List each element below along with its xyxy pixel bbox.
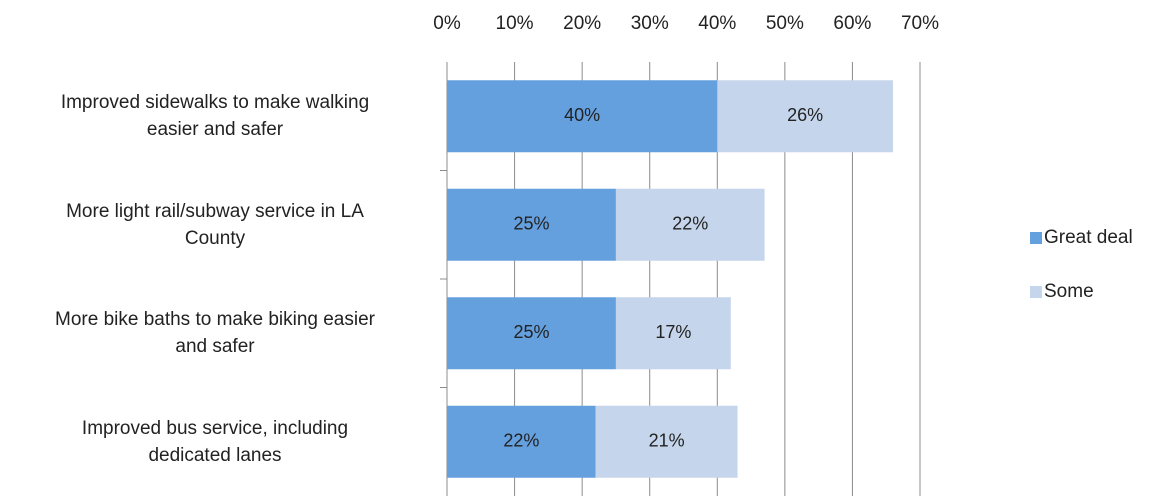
legend-label: Great deal: [1044, 227, 1133, 248]
bar-segment: [615, 297, 731, 370]
legend-swatch: [1030, 232, 1042, 244]
value-label: 22%: [503, 431, 539, 451]
category-label: Improved bus service, including dedicate…: [81, 417, 349, 466]
bar-segment: [615, 188, 765, 261]
legend-swatch: [1030, 286, 1042, 298]
x-tick-label: 60%: [833, 13, 871, 34]
bar-segment: [447, 188, 616, 261]
value-label: 17%: [655, 322, 691, 342]
bar-segment: [717, 80, 893, 153]
x-tick-label: 70%: [901, 13, 939, 34]
bar-segment: [447, 80, 718, 153]
value-label: 26%: [787, 105, 823, 125]
category-label: More bike baths to make biking easier an…: [55, 309, 375, 358]
x-tick-label: 40%: [698, 13, 736, 34]
value-label: 22%: [672, 214, 708, 234]
value-label: 25%: [513, 214, 549, 234]
x-tick-label: 30%: [631, 13, 669, 34]
legend-label: Some: [1044, 281, 1094, 302]
value-label: 40%: [564, 105, 600, 125]
bar-segment: [447, 405, 596, 478]
bar-segment: [447, 297, 616, 370]
value-label: 25%: [513, 322, 549, 342]
category-label: Improved sidewalks to make walking easie…: [60, 92, 370, 141]
bar-segment: [595, 405, 738, 478]
x-tick-label: 10%: [496, 13, 534, 34]
x-tick-label: 50%: [766, 13, 804, 34]
value-label: 21%: [649, 431, 685, 451]
x-tick-label: 20%: [563, 13, 601, 34]
x-tick-label: 0%: [433, 13, 461, 34]
category-label: More light rail/subway service in LA Cou…: [66, 200, 364, 249]
